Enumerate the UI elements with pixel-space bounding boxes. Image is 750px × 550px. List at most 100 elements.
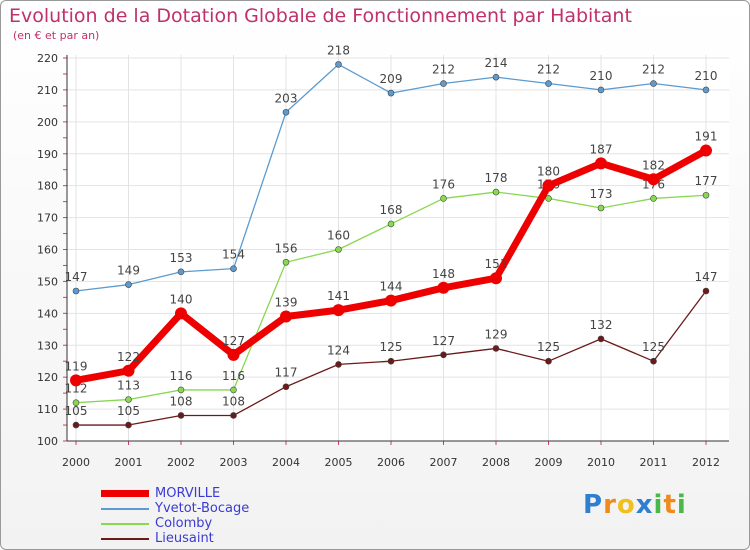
data-point — [542, 179, 555, 192]
data-label: 105 — [117, 404, 140, 418]
data-label: 124 — [327, 343, 350, 357]
legend-item: Lieusaint — [101, 531, 249, 546]
data-point — [177, 412, 185, 419]
data-point — [282, 258, 290, 266]
data-point — [335, 61, 342, 68]
data-point — [387, 357, 395, 365]
data-label: 127 — [222, 334, 245, 348]
data-label: 116 — [222, 369, 245, 383]
legend-item: Colomby — [101, 516, 249, 531]
data-point — [597, 204, 605, 212]
data-point — [125, 396, 132, 403]
x-tick-label: 2008 — [482, 456, 510, 469]
data-point — [545, 195, 552, 202]
y-tick-label: 140 — [37, 307, 58, 320]
data-label: 210 — [695, 69, 718, 83]
data-label: 113 — [117, 379, 140, 393]
data-label: 191 — [695, 130, 718, 144]
data-point — [387, 220, 395, 228]
x-tick-label: 2002 — [167, 456, 195, 469]
data-label: 180 — [537, 165, 560, 179]
data-point — [647, 173, 660, 186]
data-point — [230, 412, 237, 419]
data-label: 151 — [485, 257, 508, 271]
legend-item: MORVILLE — [101, 486, 249, 501]
x-tick-label: 2006 — [377, 456, 405, 469]
y-tick-label: 190 — [37, 148, 58, 161]
data-point — [332, 304, 345, 317]
data-label: 168 — [380, 203, 403, 217]
data-point — [492, 188, 500, 196]
x-tick-label: 2007 — [430, 456, 458, 469]
y-tick-label: 180 — [37, 180, 58, 193]
data-point — [335, 361, 342, 368]
logo-letter: P — [583, 490, 604, 520]
data-label: 212 — [642, 63, 665, 77]
legend-label: Yvetot-Bocage — [155, 501, 250, 516]
data-point — [700, 144, 712, 157]
data-label: 125 — [642, 340, 665, 354]
data-label: 177 — [695, 174, 718, 188]
data-label: 148 — [432, 267, 455, 281]
data-label: 127 — [432, 334, 455, 348]
data-label: 141 — [327, 289, 350, 303]
data-point — [175, 307, 187, 320]
data-point — [282, 383, 290, 391]
data-point — [650, 195, 657, 202]
data-label: 105 — [65, 404, 88, 418]
data-point — [492, 345, 500, 352]
data-label: 119 — [65, 359, 88, 373]
x-tick-label: 2001 — [115, 456, 143, 469]
data-point — [125, 421, 132, 429]
data-label: 156 — [275, 241, 298, 255]
data-point — [650, 80, 657, 87]
data-point — [437, 281, 450, 294]
data-point — [492, 73, 500, 81]
data-point — [125, 281, 132, 288]
data-label: 176 — [432, 177, 455, 191]
data-point — [335, 246, 342, 253]
chart-subtitle: (en € et par an) — [13, 29, 100, 42]
logo-letter: t — [663, 490, 677, 520]
data-label: 108 — [170, 394, 193, 408]
data-label: 154 — [222, 248, 245, 262]
data-label: 147 — [65, 270, 88, 284]
data-label: 209 — [380, 72, 403, 86]
logo-letter: r — [603, 490, 617, 520]
data-label: 160 — [327, 229, 350, 243]
data-label: 178 — [485, 171, 508, 185]
logo-letter: i — [653, 490, 664, 520]
y-tick-label: 130 — [37, 339, 58, 352]
legend-swatch — [101, 522, 149, 525]
data-label: 112 — [65, 382, 88, 396]
proxiti-logo: Proxiti — [583, 490, 687, 520]
data-point — [702, 86, 710, 94]
data-point — [387, 89, 395, 97]
x-tick-label: 2012 — [692, 456, 720, 469]
x-tick-label: 2011 — [640, 456, 668, 469]
y-tick-label: 210 — [37, 84, 58, 97]
y-tick-label: 160 — [37, 244, 58, 257]
x-tick-label: 2010 — [587, 456, 615, 469]
data-point — [70, 374, 82, 387]
logo-letter: o — [616, 490, 636, 520]
data-point — [282, 108, 290, 116]
y-tick-label: 150 — [37, 275, 58, 288]
data-point — [72, 399, 80, 407]
x-tick-label: 2009 — [535, 456, 563, 469]
data-point — [545, 357, 552, 365]
data-label: 187 — [590, 142, 613, 156]
data-point — [440, 351, 447, 359]
data-label: 147 — [695, 270, 718, 284]
data-point — [490, 272, 502, 285]
y-tick-label: 170 — [37, 212, 58, 225]
data-label: 129 — [485, 327, 508, 341]
data-point — [177, 268, 185, 276]
data-point — [230, 265, 237, 272]
legend-swatch — [101, 490, 149, 497]
data-point — [597, 335, 605, 343]
data-point — [72, 287, 80, 295]
plot-area — [67, 55, 729, 441]
